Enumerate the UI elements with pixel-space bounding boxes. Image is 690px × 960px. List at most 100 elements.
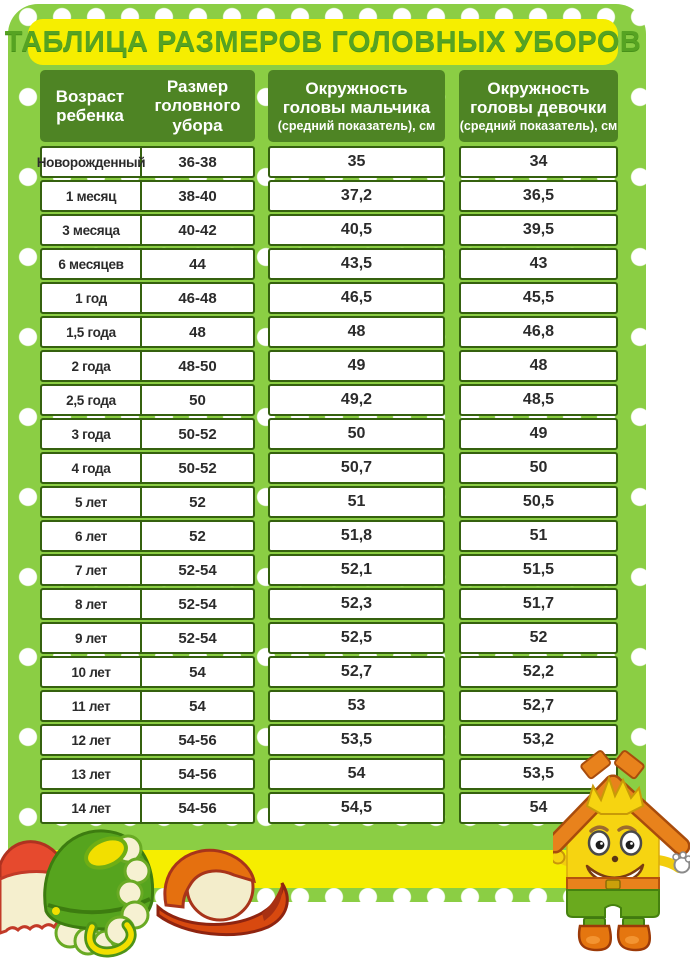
age-size-cell: 4 года 50-52 bbox=[40, 452, 255, 484]
boy-circumference-cell: 52,7 bbox=[268, 656, 445, 688]
age-cell: 13 лет bbox=[42, 760, 142, 788]
girl-circumference-cell: 51 bbox=[459, 520, 618, 552]
size-cell: 50 bbox=[189, 391, 206, 409]
table-row: 9 лет 52-54 52,5 52 bbox=[40, 622, 618, 654]
size-cell: 54-56 bbox=[178, 731, 217, 749]
age-size-cell: 12 лет 54-56 bbox=[40, 724, 255, 756]
header-cell-age-size: Возраст ребенка Размер головного убора bbox=[40, 70, 255, 142]
size-cell: 54-56 bbox=[178, 765, 217, 783]
boy-circumference-cell: 50 bbox=[268, 418, 445, 450]
boy-circumference-cell: 50,7 bbox=[268, 452, 445, 484]
size-cell: 40-42 bbox=[178, 221, 217, 239]
age-size-cell: Новорожденный 36-38 bbox=[37, 146, 255, 178]
age-cell: 9 лет bbox=[42, 624, 142, 652]
age-size-cell: 6 лет 52 bbox=[40, 520, 255, 552]
age-cell: 6 месяцев bbox=[42, 250, 142, 278]
age-cell: Новорожденный bbox=[37, 148, 146, 176]
age-cell: 11 лет bbox=[42, 692, 142, 720]
size-cell: 44 bbox=[189, 255, 206, 273]
size-cell: 54 bbox=[189, 663, 206, 681]
size-cell: 50-52 bbox=[178, 425, 217, 443]
age-size-cell: 1,5 года 48 bbox=[40, 316, 255, 348]
table-row: 2 года 48-50 49 48 bbox=[40, 350, 618, 382]
boy-circumference-cell: 48 bbox=[268, 316, 445, 348]
age-size-cell: 2,5 года 50 bbox=[40, 384, 255, 416]
girl-circumference-cell: 50 bbox=[459, 452, 618, 484]
size-cell: 36-38 bbox=[178, 153, 217, 171]
table-row: Новорожденный 36-38 35 34 bbox=[37, 146, 618, 178]
girl-circumference-cell: 39,5 bbox=[459, 214, 618, 246]
boy-circumference-cell: 52,3 bbox=[268, 588, 445, 620]
size-cell: 52-54 bbox=[178, 629, 217, 647]
girl-circumference-cell: 48,5 bbox=[459, 384, 618, 416]
header-cell-girl-circumference: Окружность головы девочки (средний показа… bbox=[459, 70, 618, 142]
age-size-cell: 8 лет 52-54 bbox=[40, 588, 255, 620]
age-size-cell: 13 лет 54-56 bbox=[40, 758, 255, 790]
age-size-cell: 1 месяц 38-40 bbox=[40, 180, 255, 212]
table-row: 1 год 46-48 46,5 45,5 bbox=[40, 282, 618, 314]
table-row: 6 лет 52 51,8 51 bbox=[40, 520, 618, 552]
age-cell: 8 лет bbox=[42, 590, 142, 618]
table-row: 14 лет 54-56 54,5 54 bbox=[40, 792, 618, 824]
girl-circumference-cell: 46,8 bbox=[459, 316, 618, 348]
header-cell-boy-circumference: Окружность головы мальчика (средний показ… bbox=[268, 70, 445, 142]
table-row: 1,5 года 48 48 46,8 bbox=[40, 316, 618, 348]
age-cell: 14 лет bbox=[42, 794, 142, 822]
header-age-label: Возраст ребенка bbox=[55, 86, 125, 125]
mascot-character-illustration bbox=[553, 750, 690, 952]
age-cell: 7 лет bbox=[42, 556, 142, 584]
girl-circumference-cell: 52,2 bbox=[459, 656, 618, 688]
boy-circumference-cell: 51,8 bbox=[268, 520, 445, 552]
size-cell: 52-54 bbox=[178, 561, 217, 579]
table-row: 6 месяцев 44 43,5 43 bbox=[40, 248, 618, 280]
boy-circumference-cell: 43,5 bbox=[268, 248, 445, 280]
age-size-cell: 10 лет 54 bbox=[40, 656, 255, 688]
boy-circumference-cell: 46,5 bbox=[268, 282, 445, 314]
girl-circumference-cell: 34 bbox=[459, 146, 618, 178]
hats-illustration bbox=[0, 829, 289, 958]
size-cell: 52 bbox=[189, 493, 206, 511]
orange-baseball-cap-icon bbox=[156, 848, 289, 937]
boy-circumference-cell: 53 bbox=[268, 690, 445, 722]
size-cell: 46-48 bbox=[178, 289, 217, 307]
size-cell: 54-56 bbox=[178, 799, 217, 817]
girl-circumference-cell: 48 bbox=[459, 350, 618, 382]
table-row: 3 месяца 40-42 40,5 39,5 bbox=[40, 214, 618, 246]
boy-circumference-cell: 52,5 bbox=[268, 622, 445, 654]
age-cell: 1 месяц bbox=[42, 182, 142, 210]
age-cell: 2,5 года bbox=[42, 386, 142, 414]
table-row: 5 лет 52 51 50,5 bbox=[40, 486, 618, 518]
table-header-row: Возраст ребенка Размер головного убора Окру… bbox=[40, 70, 618, 142]
table-row: 2,5 года 50 49,2 48,5 bbox=[40, 384, 618, 416]
house-mascot-character-icon bbox=[553, 750, 690, 952]
table-body: Новорожденный 36-38 35 34 1 месяц 38-40 37,2 36… bbox=[37, 146, 618, 826]
table-row: 13 лет 54-56 54 53,5 bbox=[40, 758, 618, 790]
age-cell: 5 лет bbox=[42, 488, 142, 516]
age-cell: 2 года bbox=[42, 352, 142, 380]
girl-circumference-cell: 43 bbox=[459, 248, 618, 280]
girl-circumference-cell: 45,5 bbox=[459, 282, 618, 314]
age-size-cell: 5 лет 52 bbox=[40, 486, 255, 518]
header-size-label: Размер головного убора bbox=[154, 77, 241, 135]
boy-circumference-cell: 49 bbox=[268, 350, 445, 382]
girl-circumference-cell: 52,7 bbox=[459, 690, 618, 722]
age-size-cell: 1 год 46-48 bbox=[40, 282, 255, 314]
size-cell: 52-54 bbox=[178, 595, 217, 613]
age-cell: 1,5 года bbox=[42, 318, 142, 346]
page-title: ТАБЛИЦА РАЗМЕРОВ ГОЛОВНЫХ УБОРОВ bbox=[4, 25, 642, 58]
age-size-cell: 2 года 48-50 bbox=[40, 350, 255, 382]
boy-circumference-cell: 54,5 bbox=[268, 792, 445, 824]
age-size-cell: 11 лет 54 bbox=[40, 690, 255, 722]
age-cell: 12 лет bbox=[42, 726, 142, 754]
size-cell: 48-50 bbox=[178, 357, 217, 375]
table-row: 12 лет 54-56 53,5 53,2 bbox=[40, 724, 618, 756]
boy-circumference-cell: 51 bbox=[268, 486, 445, 518]
age-size-cell: 6 месяцев 44 bbox=[40, 248, 255, 280]
table-row: 3 года 50-52 50 49 bbox=[40, 418, 618, 450]
boy-circumference-cell: 52,1 bbox=[268, 554, 445, 586]
age-cell: 3 месяца bbox=[42, 216, 142, 244]
girl-circumference-cell: 52 bbox=[459, 622, 618, 654]
green-winter-hat-icon bbox=[43, 829, 155, 958]
age-size-cell: 3 года 50-52 bbox=[40, 418, 255, 450]
